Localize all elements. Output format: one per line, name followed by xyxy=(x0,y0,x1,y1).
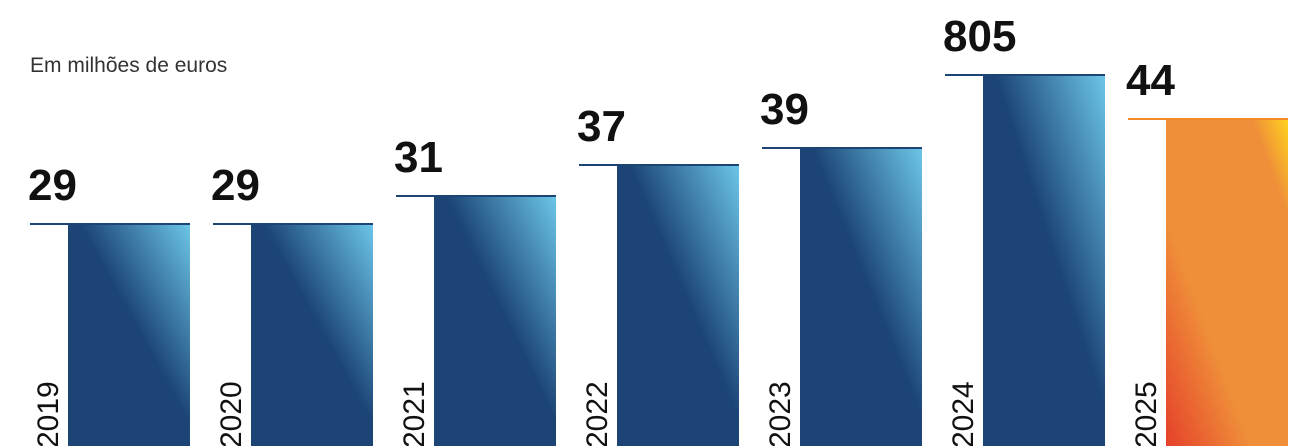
value-label-2022: 37 xyxy=(577,102,626,151)
year-label-2021: 2021 xyxy=(398,381,431,446)
bar-2022 xyxy=(617,165,739,446)
bar-2020 xyxy=(251,224,373,446)
bar-2019 xyxy=(68,224,190,446)
value-label-2023: 39 xyxy=(760,85,809,134)
year-label-2020: 2020 xyxy=(215,381,248,446)
bar-2021 xyxy=(434,196,556,446)
year-label-2024: 2024 xyxy=(947,381,980,446)
value-label-2020: 29 xyxy=(211,161,260,210)
bar-2025 xyxy=(1166,119,1288,446)
bar-2023 xyxy=(800,148,922,446)
bar-2024 xyxy=(983,75,1105,446)
chart-subtitle: Em milhões de euros xyxy=(30,54,228,77)
value-label-2021: 31 xyxy=(394,133,443,182)
year-label-2023: 2023 xyxy=(764,381,797,446)
value-label-2024: 805 xyxy=(943,12,1016,61)
value-label-2025: 44 xyxy=(1126,56,1175,105)
year-label-2025: 2025 xyxy=(1130,381,1163,446)
year-label-2019: 2019 xyxy=(32,381,65,446)
value-label-2019: 29 xyxy=(28,161,77,210)
year-label-2022: 2022 xyxy=(581,381,614,446)
